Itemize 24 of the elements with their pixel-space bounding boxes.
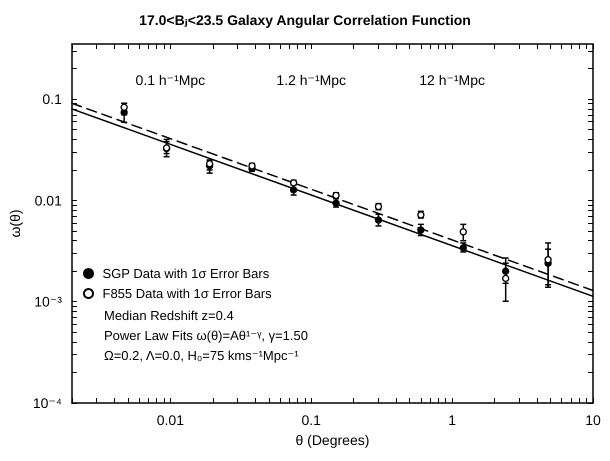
annotation: 1.2 h⁻¹Mpc xyxy=(276,72,346,88)
annotation: Power Law Fits ω(θ)=Aθ¹⁻ᵞ, γ=1.50 xyxy=(104,328,308,343)
point xyxy=(417,226,425,234)
annotation: Ω=0.2, Λ=0.0, H₀=75 kms⁻¹Mpc⁻¹ xyxy=(104,348,300,363)
y-tick-label: 10⁻⁴ xyxy=(32,395,62,411)
y-tick-label: 10⁻³ xyxy=(34,294,62,310)
x-tick-label: 10 xyxy=(585,412,601,428)
point xyxy=(502,268,510,275)
point xyxy=(290,186,298,194)
annotation: 12 h⁻¹Mpc xyxy=(419,72,485,88)
chart-title: 17.0<Bⱼ<23.5 Galaxy Angular Correlation Function xyxy=(139,12,471,28)
point xyxy=(460,228,467,236)
annotation: Median Redshift z=0.4 xyxy=(104,308,234,323)
legend-label: SGP Data with 1σ Error Bars xyxy=(102,266,270,281)
y-tick-label: 0.01 xyxy=(34,192,62,208)
x-tick-label: 0.1 xyxy=(302,412,322,428)
x-tick-label: 1 xyxy=(448,412,456,428)
legend-label: F855 Data with 1σ Error Bars xyxy=(102,286,272,301)
y-axis-title: ω(θ) xyxy=(7,209,23,238)
x-axis-title: θ (Degrees) xyxy=(295,432,370,448)
annotation: 0.1 h⁻¹Mpc xyxy=(136,72,206,88)
point xyxy=(374,216,382,224)
x-tick-label: 0.01 xyxy=(156,412,184,428)
y-tick-label: 0.1 xyxy=(42,91,62,108)
